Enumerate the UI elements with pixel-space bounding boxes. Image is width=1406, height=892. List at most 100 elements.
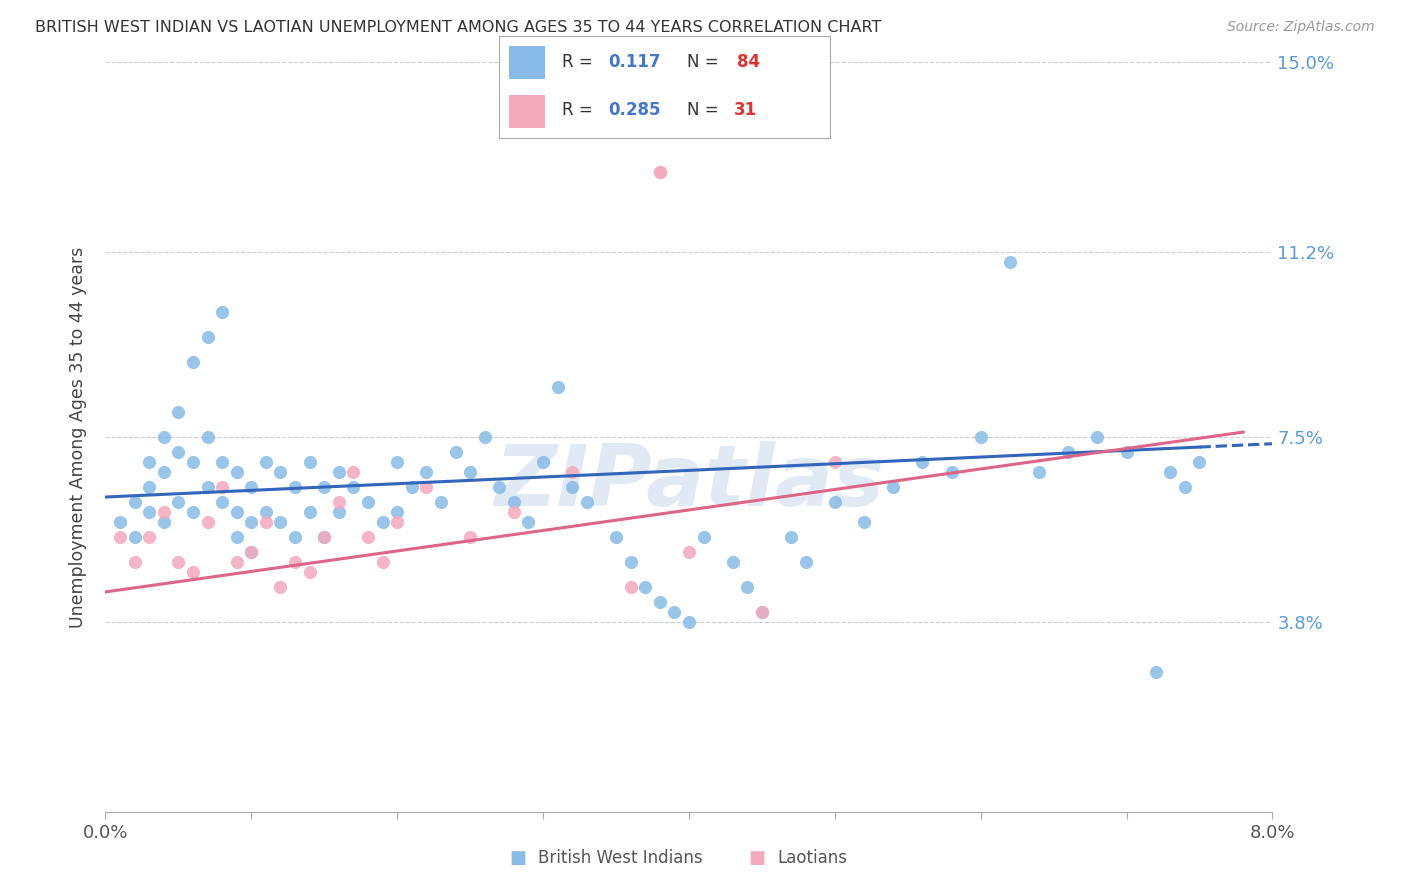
FancyBboxPatch shape	[509, 95, 546, 128]
Point	[342, 480, 364, 494]
Point	[385, 455, 408, 469]
Point	[1115, 445, 1137, 459]
Point	[240, 480, 263, 494]
Point	[605, 530, 627, 544]
Point	[941, 465, 963, 479]
Point	[1087, 430, 1109, 444]
Point	[284, 480, 307, 494]
Point	[561, 480, 583, 494]
Point	[385, 515, 408, 529]
Text: British West Indians: British West Indians	[538, 849, 703, 867]
Point	[211, 495, 233, 509]
Point	[619, 580, 641, 594]
Text: 0.117: 0.117	[609, 54, 661, 71]
Y-axis label: Unemployment Among Ages 35 to 44 years: Unemployment Among Ages 35 to 44 years	[69, 246, 87, 628]
Point	[328, 505, 350, 519]
Point	[678, 615, 700, 629]
Text: ■: ■	[509, 849, 526, 867]
Point	[153, 515, 174, 529]
Text: 31: 31	[734, 101, 756, 119]
Point	[197, 330, 219, 344]
Point	[167, 495, 190, 509]
Point	[284, 530, 307, 544]
Point	[254, 455, 277, 469]
Point	[1144, 665, 1167, 679]
Point	[108, 530, 131, 544]
Point	[181, 565, 204, 579]
Text: R =: R =	[562, 54, 598, 71]
Point	[882, 480, 904, 494]
Point	[314, 480, 336, 494]
Point	[911, 455, 934, 469]
Point	[648, 595, 671, 609]
Point	[751, 605, 773, 619]
Point	[1174, 480, 1197, 494]
Text: R =: R =	[562, 101, 598, 119]
Point	[197, 430, 219, 444]
Point	[531, 455, 554, 469]
Text: Laotians: Laotians	[778, 849, 848, 867]
Point	[648, 165, 671, 179]
Point	[167, 445, 190, 459]
Point	[328, 465, 350, 479]
Point	[138, 480, 160, 494]
Point	[314, 530, 336, 544]
Point	[167, 405, 190, 419]
Point	[503, 505, 526, 519]
Point	[692, 530, 714, 544]
Point	[721, 555, 744, 569]
Point	[415, 480, 437, 494]
Point	[167, 555, 190, 569]
Point	[181, 505, 204, 519]
Text: N =: N =	[688, 54, 718, 71]
Point	[371, 515, 394, 529]
Text: N =: N =	[688, 101, 724, 119]
Point	[225, 465, 247, 479]
Point	[254, 505, 277, 519]
Text: ■: ■	[748, 849, 765, 867]
Point	[444, 445, 467, 459]
Point	[342, 465, 364, 479]
Point	[794, 555, 817, 569]
Point	[197, 515, 219, 529]
Point	[430, 495, 453, 509]
Point	[503, 495, 526, 509]
Point	[269, 515, 292, 529]
Point	[648, 165, 671, 179]
Point	[401, 480, 423, 494]
Point	[181, 455, 204, 469]
Point	[211, 455, 233, 469]
Point	[124, 495, 146, 509]
Point	[328, 495, 350, 509]
Point	[458, 465, 481, 479]
Point	[415, 465, 437, 479]
Point	[458, 530, 481, 544]
Text: ZIPatlas: ZIPatlas	[494, 441, 884, 524]
Point	[153, 430, 174, 444]
FancyBboxPatch shape	[509, 46, 546, 78]
Point	[124, 530, 146, 544]
Point	[211, 480, 233, 494]
Point	[1028, 465, 1050, 479]
Point	[1159, 465, 1181, 479]
Point	[357, 495, 380, 509]
Point	[998, 255, 1021, 269]
Text: 0.285: 0.285	[609, 101, 661, 119]
Point	[547, 380, 569, 394]
Point	[780, 530, 803, 544]
Point	[181, 355, 204, 369]
Point	[298, 505, 321, 519]
Point	[153, 465, 174, 479]
Point	[678, 545, 700, 559]
Point	[225, 505, 247, 519]
Point	[619, 555, 641, 569]
Point	[240, 515, 263, 529]
Point	[737, 580, 759, 594]
Text: 84: 84	[737, 54, 761, 71]
Point	[634, 580, 657, 594]
Point	[269, 465, 292, 479]
Point	[561, 465, 583, 479]
Point	[124, 555, 146, 569]
Point	[852, 515, 875, 529]
Point	[108, 515, 131, 529]
